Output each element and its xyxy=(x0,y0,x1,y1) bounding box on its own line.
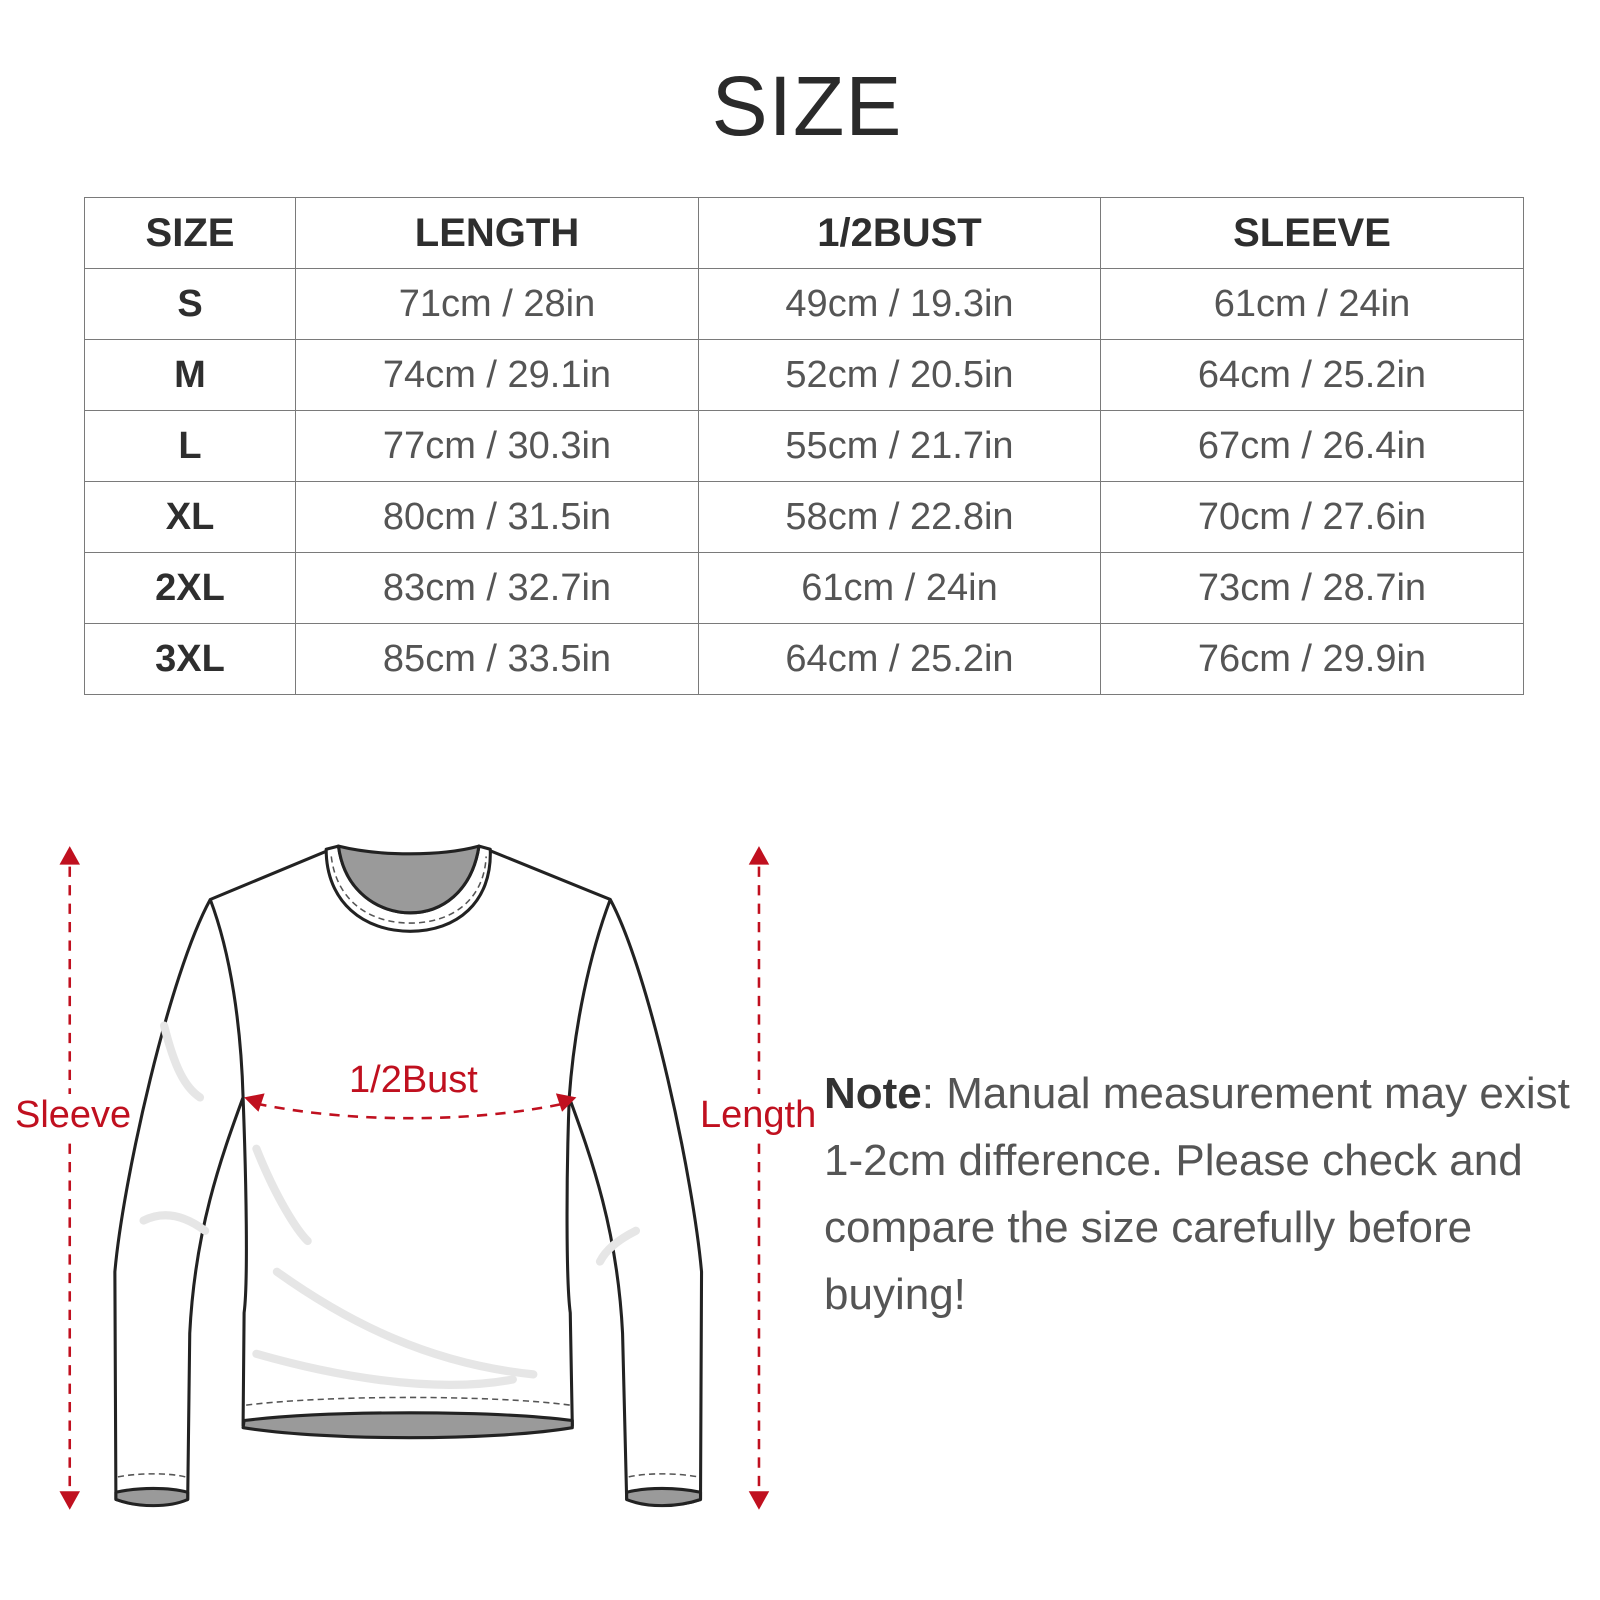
sleeve-label: Sleeve xyxy=(15,1094,132,1137)
header-sleeve: SLEEVE xyxy=(1100,197,1524,269)
sleeve-cell: 76cm / 29.9in xyxy=(1100,623,1524,695)
sleeve-cell: 64cm / 25.2in xyxy=(1100,339,1524,411)
length-label: Length xyxy=(700,1094,817,1137)
table-row: XL 80cm / 31.5in 58cm / 22.8in 70cm / 27.6i… xyxy=(84,481,1524,553)
note-text: Note: Manual measurement may exist 1-2cm… xyxy=(824,1060,1584,1328)
sleeve-cell: 67cm / 26.4in xyxy=(1100,410,1524,482)
length-cell: 74cm / 29.1in xyxy=(295,339,699,411)
fabric-folds xyxy=(139,1021,640,1389)
bust-cell: 52cm / 20.5in xyxy=(698,339,1101,411)
sleeve-cell: 73cm / 28.7in xyxy=(1100,552,1524,624)
arrow-down-icon xyxy=(59,1491,80,1510)
bust-cell: 55cm / 21.7in xyxy=(698,410,1101,482)
table-row: L 77cm / 30.3in 55cm / 21.7in 67cm / 26.4in xyxy=(84,410,1524,482)
bust-label: 1/2Bust xyxy=(349,1059,478,1101)
sleeve-cell: 70cm / 27.6in xyxy=(1100,481,1524,553)
header-size: SIZE xyxy=(84,197,296,269)
measure-arrows xyxy=(68,866,761,1493)
bust-cell: 58cm / 22.8in xyxy=(698,481,1101,553)
table-row: M 74cm / 29.1in 52cm / 20.5in 64cm / 25.2in xyxy=(84,339,1524,411)
arrowheads xyxy=(59,846,770,1510)
bust-measure-line xyxy=(256,1102,565,1120)
size-table: SIZE LENGTH 1/2BUST SLEEVE S 71cm / 28in 4… xyxy=(84,197,1524,695)
arrow-up-icon xyxy=(748,846,770,865)
arrow-down-icon xyxy=(748,1491,770,1510)
neck-inner xyxy=(336,844,481,915)
bust-cell: 64cm / 25.2in xyxy=(698,623,1101,695)
length-cell: 80cm / 31.5in xyxy=(295,481,699,553)
size-cell: 2XL xyxy=(84,552,296,624)
bust-cell: 61cm / 24in xyxy=(698,552,1101,624)
size-cell: S xyxy=(84,268,296,340)
size-cell: 3XL xyxy=(84,623,296,695)
note-body: : Manual measurement may exist 1-2cm dif… xyxy=(824,1069,1570,1319)
arrow-right-icon xyxy=(555,1093,577,1112)
arrow-up-icon xyxy=(59,846,80,865)
header-bust: 1/2BUST xyxy=(698,197,1101,269)
length-cell: 83cm / 32.7in xyxy=(295,552,699,624)
bust-cell: 49cm / 19.3in xyxy=(698,268,1101,340)
table-row: 3XL 85cm / 33.5in 64cm / 25.2in 76cm / 29.9… xyxy=(84,623,1524,695)
table-row: S 71cm / 28in 49cm / 19.3in 61cm / 24in xyxy=(84,268,1524,340)
length-cell: 77cm / 30.3in xyxy=(295,410,699,482)
sleeve-cell: 61cm / 24in xyxy=(1100,268,1524,340)
arrow-left-icon xyxy=(244,1093,265,1112)
page-title: SIZE xyxy=(711,59,903,153)
size-cell: M xyxy=(84,339,296,411)
length-cell: 85cm / 33.5in xyxy=(295,623,699,695)
note-label: Note xyxy=(824,1069,922,1118)
shirt-illustration xyxy=(113,844,704,1508)
length-cell: 71cm / 28in xyxy=(295,268,699,340)
table-row: 2XL 83cm / 32.7in 61cm / 24in 73cm / 28.7in xyxy=(84,552,1524,624)
